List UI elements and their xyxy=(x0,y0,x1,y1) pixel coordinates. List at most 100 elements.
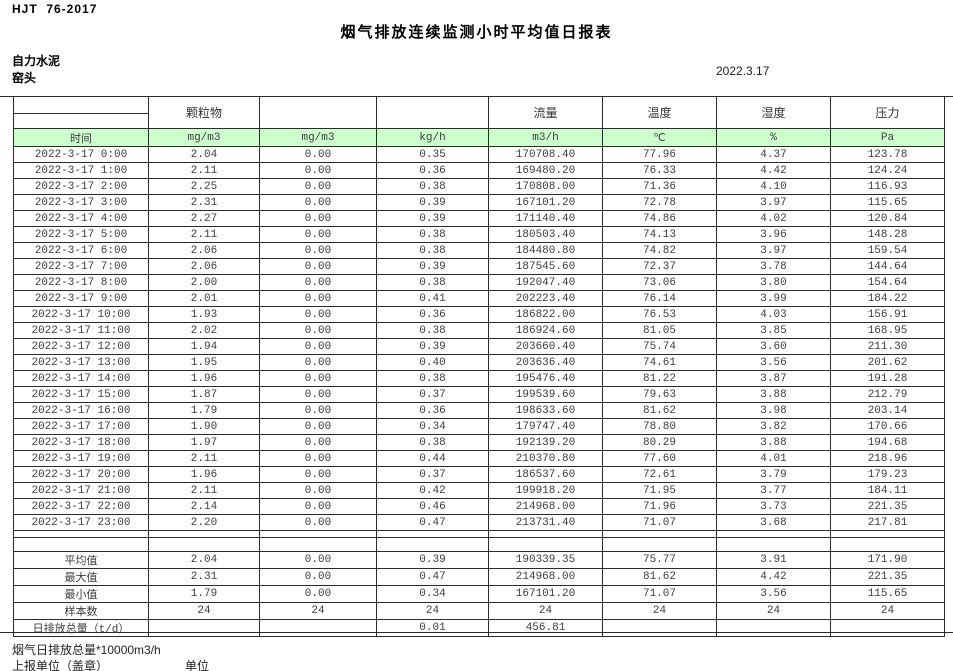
value-cell: 0.00 xyxy=(259,258,377,275)
summary-row: 最大值 2.31 0.00 0.47 214968.00 81.62 4.42 221.35 xyxy=(13,568,945,586)
empty-cell xyxy=(488,537,603,552)
value-cell: 202223.40 xyxy=(488,290,603,307)
value-cell: 192139.20 xyxy=(488,434,603,451)
value-cell: 1.97 xyxy=(148,434,260,451)
col-header-blank-2 xyxy=(376,96,489,129)
summary-row: 样本数 24 24 24 24 24 24 24 xyxy=(13,602,945,620)
value-cell: 115.65 xyxy=(830,194,945,211)
hour-data-row: 2022-3-17 15:00 1.87 0.00 0.37 199539.60 79.6… xyxy=(13,386,945,403)
value-cell: 74.86 xyxy=(602,210,717,227)
value-cell: 3.78 xyxy=(716,258,831,275)
empty-cell xyxy=(259,530,377,538)
value-cell: 0.00 xyxy=(259,551,377,569)
empty-cell xyxy=(602,537,717,552)
value-cell: 0.38 xyxy=(376,370,489,387)
row-label-cell: 2022-3-17 11:00 xyxy=(13,322,149,339)
row-label-cell: 2022-3-17 13:00 xyxy=(13,354,149,371)
unit-cell-pa: Pa xyxy=(830,128,945,147)
value-cell: 0.00 xyxy=(259,338,377,355)
value-cell: 71.96 xyxy=(602,498,717,515)
value-cell: 0.00 xyxy=(259,386,377,403)
col-header-humidity: 湿度 xyxy=(716,96,831,129)
value-cell: 0.34 xyxy=(376,585,489,603)
row-label-cell: 2022-3-17 20:00 xyxy=(13,466,149,483)
value-cell: 0.00 xyxy=(259,568,377,586)
value-cell: 0.38 xyxy=(376,178,489,195)
value-cell: 0.00 xyxy=(259,194,377,211)
row-label-cell: 日排放总量（t/d） xyxy=(13,619,149,637)
value-cell: 0.39 xyxy=(376,338,489,355)
value-cell: 2.14 xyxy=(148,498,260,515)
value-cell: 77.60 xyxy=(602,450,717,467)
empty-cell xyxy=(488,530,603,538)
value-cell: 1.94 xyxy=(148,338,260,355)
value-cell: 2.00 xyxy=(148,274,260,291)
value-cell: 75.74 xyxy=(602,338,717,355)
value-cell: 3.79 xyxy=(716,466,831,483)
unit-cell-kg-h: kg/h xyxy=(376,128,489,147)
value-cell: 0.35 xyxy=(376,146,489,163)
value-cell: 76.33 xyxy=(602,162,717,179)
value-cell: 167101.20 xyxy=(488,585,603,603)
empty-cell xyxy=(13,530,149,538)
value-cell: 74.61 xyxy=(602,354,717,371)
row-label-cell: 2022-3-17 0:00 xyxy=(13,146,149,163)
monitoring-table: 颗粒物 流量 温度 湿度 压力 时间 mg/m3 mg/m3 kg/h m3/h… xyxy=(13,96,945,637)
hour-data-row: 2022-3-17 11:00 2.02 0.00 0.38 186924.60 81.0… xyxy=(13,322,945,339)
value-cell: 192047.40 xyxy=(488,274,603,291)
value-cell: 2.06 xyxy=(148,242,260,259)
empty-cell xyxy=(148,537,260,552)
value-cell: 221.35 xyxy=(830,498,945,515)
row-label-cell: 样本数 xyxy=(13,602,149,620)
value-cell: 179747.40 xyxy=(488,418,603,435)
value-cell: 0.38 xyxy=(376,242,489,259)
doc-code: HJT 76-2017 xyxy=(12,2,98,16)
value-cell: 0.38 xyxy=(376,226,489,243)
value-cell: 24 xyxy=(830,602,945,620)
table-header: 颗粒物 流量 温度 湿度 压力 时间 mg/m3 mg/m3 kg/h m3/h… xyxy=(13,96,945,147)
hour-data-row: 2022-3-17 23:00 2.20 0.00 0.47 213731.40 71.0… xyxy=(13,514,945,531)
row-label-cell: 2022-3-17 9:00 xyxy=(13,290,149,307)
page-title: 烟气排放连续监测小时平均值日报表 xyxy=(340,24,613,41)
empty-cell xyxy=(830,537,945,552)
row-label-cell: 2022-3-17 21:00 xyxy=(13,482,149,499)
hour-data-row: 2022-3-17 0:00 2.04 0.00 0.35 170708.40 77.96… xyxy=(13,146,945,163)
value-cell: 198633.60 xyxy=(488,402,603,419)
summary-rows-body: 平均值 2.04 0.00 0.39 190339.35 75.77 3.91 171.90 最… xyxy=(13,551,945,637)
value-cell: 186924.60 xyxy=(488,322,603,339)
row-label-cell: 2022-3-17 19:00 xyxy=(13,450,149,467)
value-cell: 0.37 xyxy=(376,466,489,483)
value-cell xyxy=(602,619,717,637)
value-cell: 0.00 xyxy=(259,162,377,179)
row-label-cell: 2022-3-17 23:00 xyxy=(13,514,149,531)
units-row: 时间 mg/m3 mg/m3 kg/h m3/h ℃ % Pa xyxy=(13,128,945,147)
value-cell: 0.36 xyxy=(376,306,489,323)
header-group-row: 颗粒物 流量 温度 湿度 压力 xyxy=(13,96,945,129)
hour-data-row: 2022-3-17 22:00 2.14 0.00 0.46 214968.00 71.9… xyxy=(13,498,945,515)
value-cell: 4.02 xyxy=(716,210,831,227)
value-cell: 74.82 xyxy=(602,242,717,259)
value-cell: 0.46 xyxy=(376,498,489,515)
value-cell: 184.11 xyxy=(830,482,945,499)
value-cell: 76.53 xyxy=(602,306,717,323)
value-cell: 3.68 xyxy=(716,514,831,531)
footer-unit-label: 单位 xyxy=(185,659,210,671)
hour-data-row: 2022-3-17 19:00 2.11 0.00 0.44 210370.80 77.6… xyxy=(13,450,945,467)
value-cell: 0.36 xyxy=(376,402,489,419)
value-cell: 0.34 xyxy=(376,418,489,435)
col-header-blank-1 xyxy=(259,96,377,129)
row-label-cell: 2022-3-17 7:00 xyxy=(13,258,149,275)
hour-data-row: 2022-3-17 8:00 2.00 0.00 0.38 192047.40 73.06… xyxy=(13,274,945,291)
col-header-pressure: 压力 xyxy=(830,96,945,129)
value-cell: 184.22 xyxy=(830,290,945,307)
row-label-cell: 2022-3-17 6:00 xyxy=(13,242,149,259)
hour-data-row: 2022-3-17 18:00 1.97 0.00 0.38 192139.20 80.2… xyxy=(13,434,945,451)
value-cell: 124.24 xyxy=(830,162,945,179)
value-cell: 1.96 xyxy=(148,370,260,387)
value-cell: 0.38 xyxy=(376,322,489,339)
value-cell: 78.80 xyxy=(602,418,717,435)
value-cell: 159.54 xyxy=(830,242,945,259)
value-cell: 171140.40 xyxy=(488,210,603,227)
value-cell: 73.06 xyxy=(602,274,717,291)
value-cell: 71.36 xyxy=(602,178,717,195)
